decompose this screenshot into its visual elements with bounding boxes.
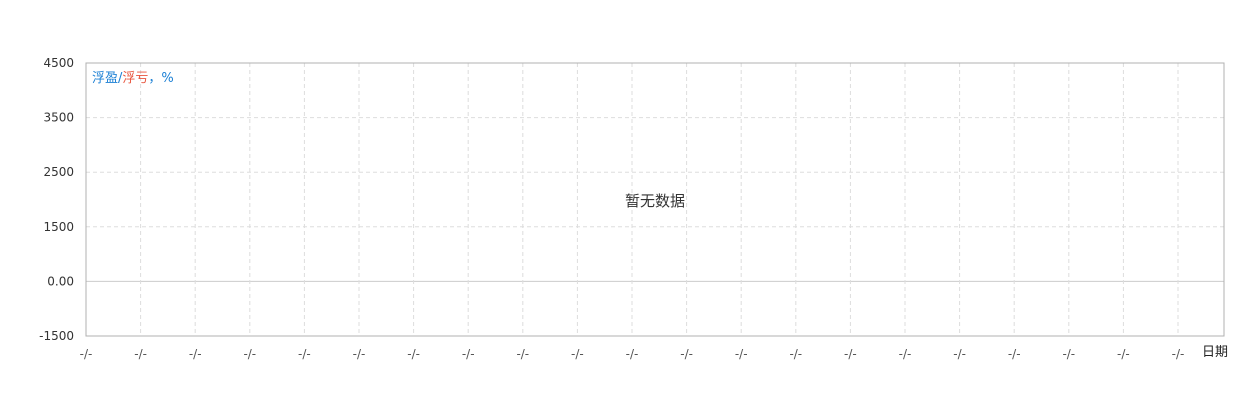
y-axis-unit-part: /: [118, 71, 123, 86]
x-tick-label: -/-: [353, 347, 366, 361]
x-tick-label: -/-: [680, 347, 693, 361]
plot-frame: [85, 62, 1225, 337]
y-axis-unit-part: ，%: [148, 71, 173, 86]
x-tick-label: -/-: [735, 347, 748, 361]
x-tick-label: -/-: [1008, 347, 1021, 361]
y-tick-label: 2500: [43, 165, 74, 179]
x-tick-label: -/-: [80, 347, 93, 361]
x-tick-label: -/-: [134, 347, 147, 361]
x-tick-label: -/-: [189, 347, 202, 361]
x-tick-label: -/-: [407, 347, 420, 361]
y-tick-label: 1500: [43, 220, 74, 234]
x-tick-label: -/-: [1062, 347, 1075, 361]
y-axis-unit-part: 浮盈: [92, 71, 118, 86]
y-tick-label: -1500: [39, 329, 74, 343]
empty-data-message: 暂无数据: [625, 192, 685, 210]
x-tick-label: -/-: [298, 347, 311, 361]
x-tick-label: -/-: [1172, 347, 1185, 361]
x-axis-labels: -/- -/- -/- -/- -/- -/- -/- -/- -/- -/- -/- -/- -/- -…: [80, 347, 1185, 361]
x-axis-title: 日期: [1202, 345, 1228, 360]
y-axis-unit-label: 浮盈/浮亏，%: [92, 71, 174, 86]
x-tick-label: -/-: [462, 347, 475, 361]
grid-layer: [86, 63, 1224, 336]
plot-border: [85, 62, 1225, 337]
x-tick-label: -/-: [844, 347, 857, 361]
y-axis-labels: 4500 3500 2500 1500 0.00 -1500: [39, 56, 74, 343]
x-tick-label: -/-: [516, 347, 529, 361]
x-tick-label: -/-: [243, 347, 256, 361]
y-axis-unit-part: 浮亏: [122, 71, 148, 86]
y-tick-label: 3500: [43, 111, 74, 125]
y-tick-label: 4500: [43, 56, 74, 70]
x-tick-label: -/-: [899, 347, 912, 361]
y-tick-label: 0.00: [47, 274, 74, 288]
x-tick-label: -/-: [789, 347, 802, 361]
x-tick-label: -/-: [1117, 347, 1130, 361]
x-tick-label: -/-: [626, 347, 639, 361]
x-tick-label: -/-: [571, 347, 584, 361]
x-tick-label: -/-: [953, 347, 966, 361]
